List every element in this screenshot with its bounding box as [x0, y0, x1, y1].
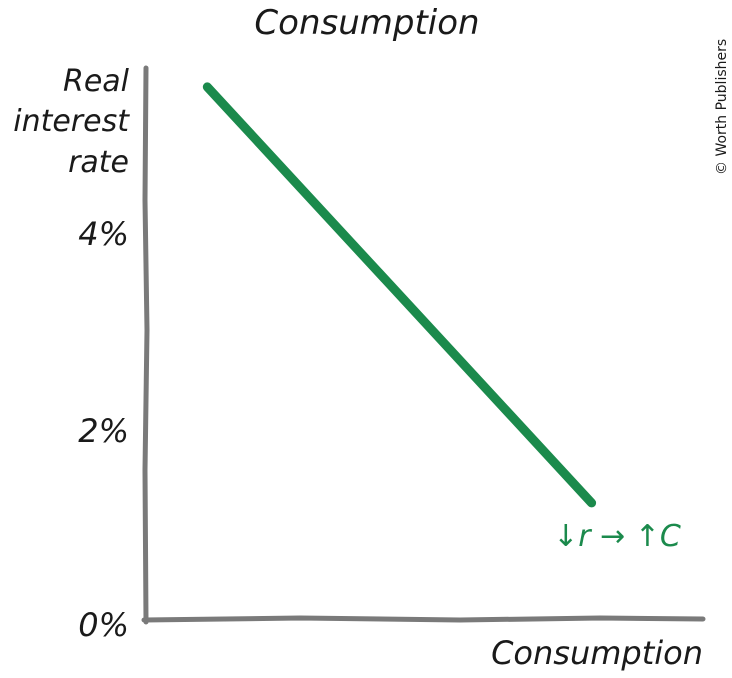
x-axis-label: Consumption: [491, 634, 703, 672]
consumption-curve: [202, 82, 597, 508]
annotation-label: ↓r → ↑C: [553, 519, 681, 554]
y-tick-label-4: 4%: [78, 215, 129, 253]
x-axis: [141, 615, 706, 623]
y-tick-label-2: 2%: [78, 412, 129, 450]
y-tick-label-0: 0%: [78, 606, 129, 644]
y-axis-label-line-1: Real: [63, 64, 130, 99]
y-axis-label-line-3: rate: [68, 145, 129, 180]
y-axis: [142, 65, 150, 625]
chart-title: Consumption: [254, 3, 479, 43]
copyright-text: © Worth Publishers: [714, 39, 730, 175]
y-axis-label-line-2: interest: [13, 104, 130, 139]
